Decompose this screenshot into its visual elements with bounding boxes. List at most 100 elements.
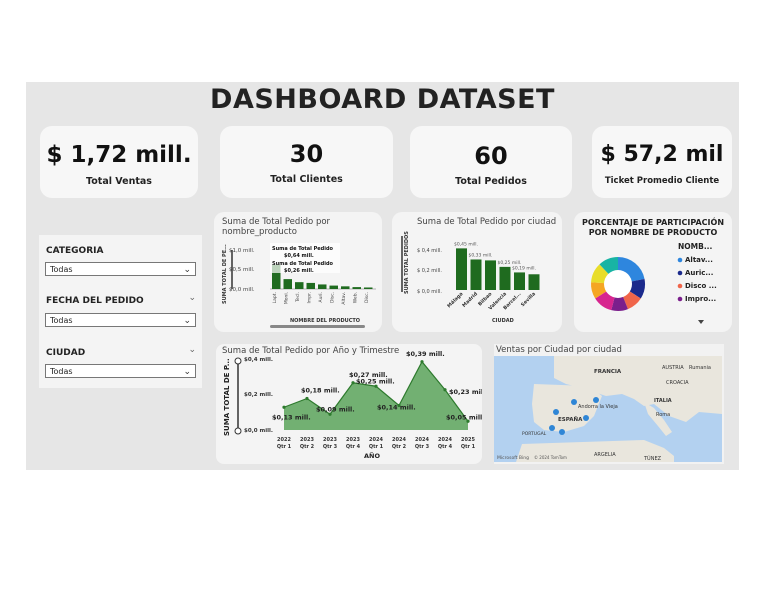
kpi-card-ticket-promedio[interactable]: $ 57,2 mil Ticket Promedio Cliente (592, 126, 732, 198)
donut-title: PORCENTAJE DE PARTICIPACIÓN POR NOMBRE D… (581, 218, 725, 237)
x-axis-label: NOMBRE DEL PRODUCTO (290, 318, 360, 324)
bar (318, 284, 327, 289)
data-point (466, 419, 470, 423)
legend-marker (677, 257, 683, 263)
data-label: $0,09 mill. (316, 405, 355, 413)
x-tick-label: 2022 (277, 437, 291, 443)
map-land (644, 402, 672, 436)
legend-title: NOMB... (678, 242, 713, 251)
bar (272, 264, 281, 289)
x-tick-label: 2023 (346, 437, 360, 443)
dashboard-canvas: DASHBOARD DATASET $ 1,72 mill. Total Ven… (26, 82, 739, 470)
map-city-marker (583, 415, 589, 421)
legend-label: Impro... (685, 295, 716, 303)
donut-panel[interactable]: PORCENTAJE DE PARTICIPACIÓN POR NOMBRE D… (574, 212, 732, 332)
y-tick-label: $1,0 mill. (229, 248, 255, 254)
map-place-label: PORTUGAL (522, 431, 547, 437)
ciudad-dropdown[interactable]: Todas ⌄ (45, 364, 196, 378)
tooltip-value: $0,26 mill. (284, 268, 314, 274)
x-tick-label: Qtr 3 (415, 444, 430, 450)
x-tick-label: 2024 (369, 437, 383, 443)
kpi-label: Total Pedidos (455, 176, 527, 187)
x-tick-label: Moni. (284, 292, 290, 304)
chart-title: Suma de Total Pedido por Año y Trimestre (222, 346, 400, 356)
data-point (397, 403, 401, 408)
x-tick-label: 2023 (323, 437, 337, 443)
map-city-marker (559, 429, 565, 435)
scrollbar (270, 325, 365, 328)
map-land (554, 356, 722, 422)
product-chart-panel[interactable]: Suma de Total Pedido por nombre_producto… (214, 212, 382, 332)
map-city-marker (593, 397, 599, 403)
dropdown-value: Todas (50, 367, 73, 376)
slider-handle (234, 357, 242, 365)
bar (456, 248, 467, 290)
data-point (420, 360, 424, 364)
data-label: $0,39 mill. (406, 350, 445, 358)
bar (470, 259, 482, 290)
map-place-label: ITALIA (654, 398, 672, 404)
y-tick-label: $0,4 mill. (244, 357, 273, 363)
kpi-value: 30 (289, 140, 324, 168)
x-tick-label: Málaga (446, 290, 465, 309)
fecha-dropdown[interactable]: Todas ⌄ (45, 313, 196, 327)
x-tick-label: Impr. (307, 292, 313, 303)
x-tick-label: Qtr 2 (392, 444, 407, 450)
legend-label: Disco ... (685, 282, 717, 290)
data-label: $0,23 mill. (449, 388, 482, 396)
kpi-card-total-pedidos[interactable]: 60 Total Pedidos (410, 126, 572, 198)
bar (514, 272, 525, 290)
data-point (443, 388, 447, 392)
x-tick-label: 2023 (300, 437, 314, 443)
donut-hole (604, 270, 632, 298)
kpi-label: Total Clientes (270, 174, 343, 185)
x-tick-label: Tecl. (295, 292, 301, 303)
bar (329, 285, 338, 289)
x-tick-label: 2025 (461, 437, 475, 443)
kpi-label: Total Ventas (86, 176, 152, 187)
x-axis-label: AÑO (364, 451, 380, 460)
kpi-card-total-ventas[interactable]: $ 1,72 mill. Total Ventas (40, 126, 198, 198)
data-point (305, 396, 309, 401)
kpi-value: 60 (474, 142, 508, 170)
chevron-down-icon[interactable]: ⌄ (188, 293, 196, 303)
filter-label-ciudad: CIUDAD (46, 348, 86, 358)
map-panel[interactable]: Ventas por Ciudad por ciudad FRANCIA AUS… (494, 344, 724, 464)
y-axis-label: SUMA TOTAL PEDIDOS (404, 231, 410, 294)
donut-chart: NOMB... Altav... Auric... Disco ... Impro..… (591, 242, 717, 324)
data-point (351, 381, 355, 385)
product-bar-chart: SUMA TOTAL DE PE... $1,0 mill. $0,5 mill… (222, 243, 376, 328)
bar (352, 287, 361, 289)
map-city-marker (553, 409, 559, 415)
x-tick-label: Qtr 1 (369, 444, 384, 450)
data-label: $0,45 mill. (454, 241, 478, 247)
x-tick-label: Web. (353, 292, 359, 303)
y-tick-label: $0,0 mill. (229, 287, 255, 293)
legend-label: Auric... (685, 269, 713, 277)
y-tick-label: $ 0,2 mill. (417, 268, 442, 274)
map-copyright: © 2024 TomTom (534, 455, 567, 460)
bar (364, 287, 373, 289)
filters-panel: CATEGORIA Todas ⌄ FECHA DEL PEDIDO ⌄ Tod… (39, 235, 202, 388)
chevron-down-icon: ⌄ (183, 265, 191, 275)
map-place-label: Roma (656, 412, 670, 418)
x-tick-label: Disc. (364, 292, 370, 303)
categoria-dropdown[interactable]: Todas ⌄ (45, 262, 196, 276)
city-map[interactable]: FRANCIA AUSTRIA Rumania CROACIA Andorra … (494, 344, 724, 464)
chevron-down-icon[interactable]: ⌄ (188, 345, 196, 355)
legend-label: Altav... (685, 256, 713, 264)
x-tick-label: Qtr 4 (346, 444, 361, 450)
y-tick-label: $0,5 mill. (229, 267, 255, 273)
x-tick-label: Lapt. (272, 292, 278, 303)
kpi-value: $ 57,2 mil (600, 142, 724, 167)
data-label: $0,19 mill. (512, 265, 536, 271)
data-label: $0,27 mill. (349, 371, 388, 379)
data-label: $0,33 mill. (469, 252, 493, 258)
bar (485, 260, 496, 290)
bar (341, 286, 350, 289)
y-tick-label: $ 0,0 mill. (417, 289, 442, 295)
kpi-card-total-clientes[interactable]: 30 Total Clientes (220, 126, 393, 198)
city-chart-panel[interactable]: Suma de Total Pedido por ciudad SUMA TOT… (392, 212, 562, 332)
trend-chart-panel[interactable]: Suma de Total Pedido por Año y Trimestre… (216, 344, 482, 464)
x-tick-label: 2024 (438, 437, 452, 443)
